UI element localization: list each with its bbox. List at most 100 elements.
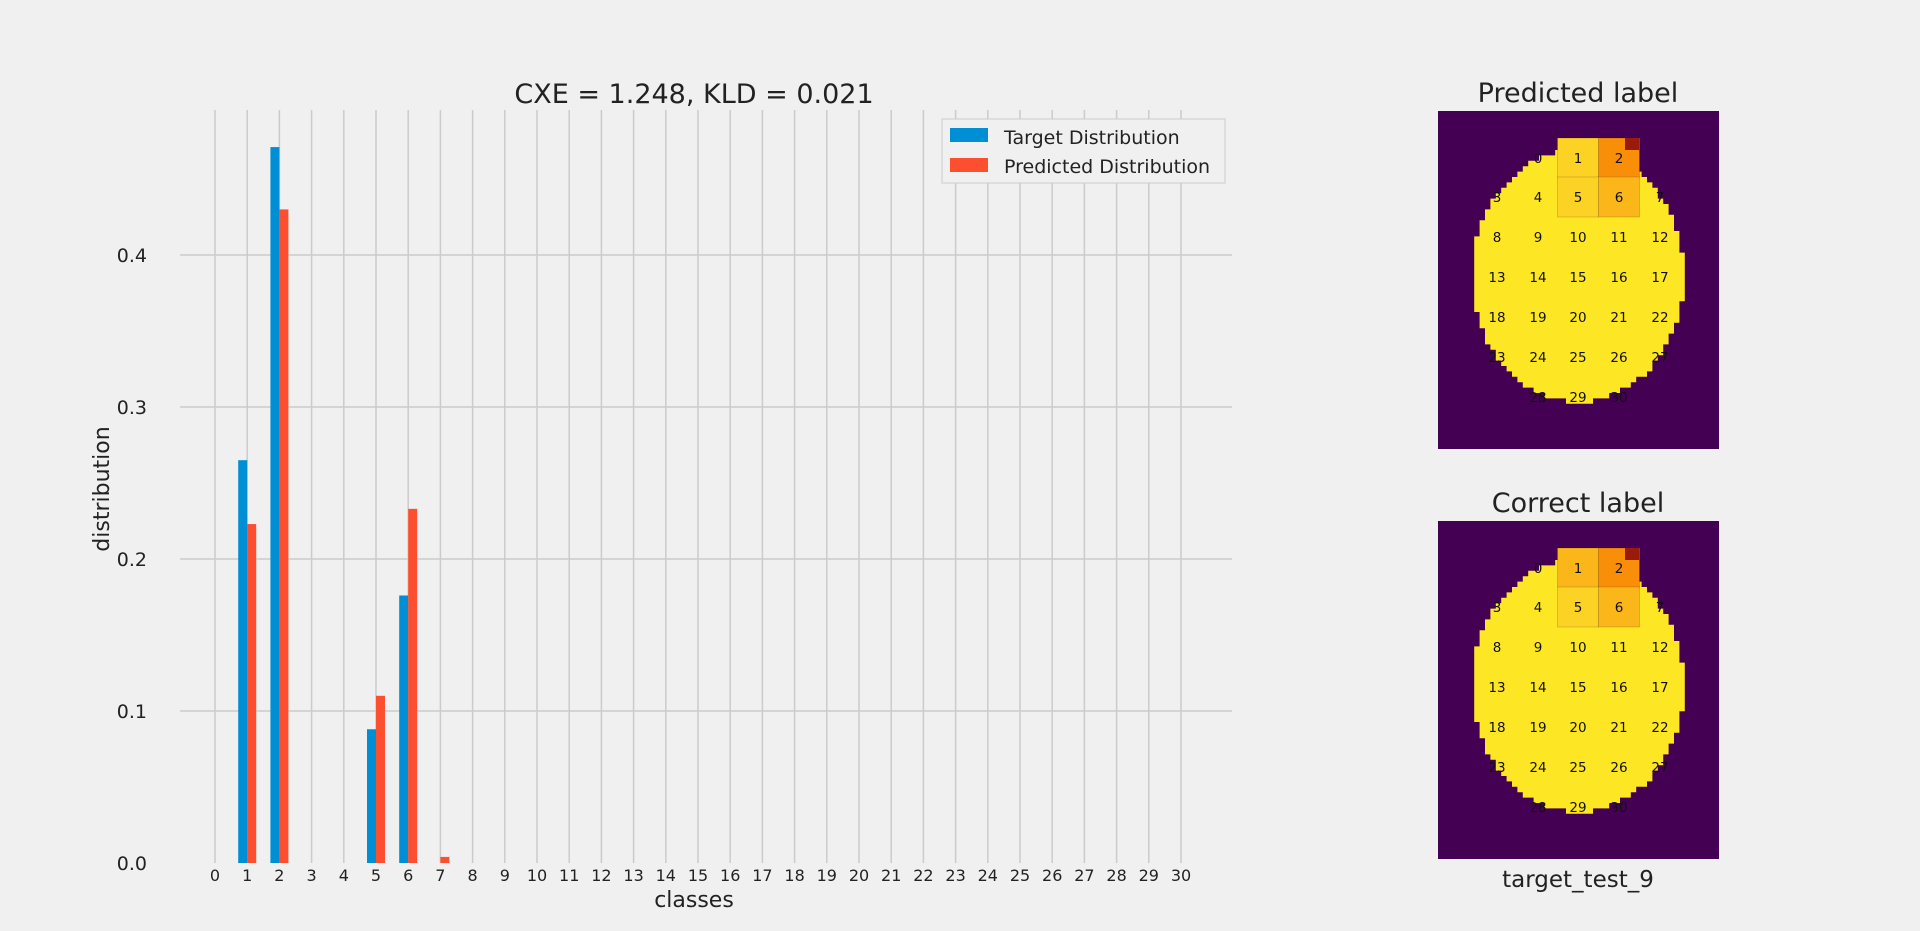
x-tick-label: 22 — [913, 866, 933, 885]
cell-label: 16 — [1610, 270, 1627, 286]
cell-label: 21 — [1610, 310, 1627, 326]
cell-label: 7 — [1656, 600, 1665, 616]
x-tick-label: 7 — [435, 866, 445, 885]
cell-label: 10 — [1569, 230, 1586, 246]
y-tick-label: 0.1 — [117, 701, 147, 723]
cell-label: 7 — [1656, 190, 1665, 206]
cell-label: 13 — [1488, 680, 1505, 696]
cell-label: 25 — [1569, 760, 1586, 776]
x-tick-label: 19 — [817, 866, 837, 885]
bar-target — [399, 595, 408, 863]
cell-label: 27 — [1651, 760, 1668, 776]
y-tick-label: 0.0 — [117, 853, 147, 875]
cell-label: 18 — [1488, 720, 1505, 736]
cell-label: 2 — [1615, 151, 1624, 167]
cell-label: 0 — [1534, 151, 1543, 167]
cell-label: 6 — [1615, 190, 1624, 206]
cell-label: 13 — [1488, 270, 1505, 286]
cell-label: 10 — [1569, 640, 1586, 656]
bar-target — [367, 729, 376, 863]
grid-lines — [180, 110, 1232, 863]
x-tick-label: 29 — [1139, 866, 1159, 885]
legend-label-predicted: Predicted Distribution — [1004, 156, 1210, 178]
cell-label: 4 — [1534, 190, 1543, 206]
correct-label-title: Correct label — [1492, 488, 1664, 519]
x-tick-label: 28 — [1106, 866, 1126, 885]
cell-label: 29 — [1569, 800, 1586, 816]
cell-label: 24 — [1529, 350, 1546, 366]
cell-label: 19 — [1529, 310, 1546, 326]
bar-predicted — [279, 209, 288, 863]
cell-label: 4 — [1534, 600, 1543, 616]
x-tick-label: 9 — [500, 866, 510, 885]
cell-label: 29 — [1569, 390, 1586, 406]
x-tick-label: 1 — [242, 866, 252, 885]
x-tick-label: 26 — [1042, 866, 1062, 885]
legend-label-target: Target Distribution — [1003, 127, 1180, 149]
cell-label: 9 — [1534, 640, 1543, 656]
x-tick-label: 15 — [688, 866, 708, 885]
x-tick-label: 0 — [210, 866, 220, 885]
cell-label: 27 — [1651, 350, 1668, 366]
cell-label: 23 — [1488, 350, 1505, 366]
x-tick-label: 2 — [274, 866, 284, 885]
x-tick-label: 14 — [656, 866, 676, 885]
cell-label: 30 — [1610, 800, 1627, 816]
x-tick-label: 13 — [623, 866, 643, 885]
cell-label: 1 — [1574, 561, 1583, 577]
cell-label: 8 — [1493, 230, 1502, 246]
x-tick-label: 12 — [591, 866, 611, 885]
cell-label: 15 — [1569, 270, 1586, 286]
hotspot-cell — [1625, 548, 1639, 560]
x-tick-label: 17 — [752, 866, 772, 885]
cell-label: 21 — [1610, 720, 1627, 736]
cell-label: 3 — [1493, 600, 1502, 616]
cell-label: 20 — [1569, 720, 1586, 736]
x-tick-label: 8 — [468, 866, 478, 885]
legend: Target Distribution Predicted Distributi… — [942, 119, 1225, 183]
x-tick-label: 6 — [403, 866, 413, 885]
cell-label: 6 — [1615, 600, 1624, 616]
cell-label: 14 — [1529, 270, 1546, 286]
bar-target — [270, 147, 279, 863]
cell-label: 30 — [1610, 390, 1627, 406]
cell-label: 9 — [1534, 230, 1543, 246]
x-tick-label: 21 — [881, 866, 901, 885]
bar-chart: 0.00.10.20.30.40 1 2 3 4 5 6 7 8 9 10 11 12 13 14 15 16 1… — [90, 79, 1232, 913]
cell-label: 22 — [1651, 310, 1668, 326]
cell-label: 1 — [1574, 151, 1583, 167]
x-tick-label: 25 — [1010, 866, 1030, 885]
cell-label: 17 — [1651, 680, 1668, 696]
cell-label: 20 — [1569, 310, 1586, 326]
cell-label: 12 — [1651, 230, 1668, 246]
bar-target — [238, 460, 247, 863]
y-axis-label: distribution — [90, 426, 115, 551]
hotspot-cell — [1625, 138, 1639, 150]
x-tick-label: 10 — [527, 866, 547, 885]
cell-label: 8 — [1493, 640, 1502, 656]
correct-label-map: 0 1 23 4 5 6 78 9 10 11 1213 14 15 16 1718 19 20 21 2223 24… — [1438, 521, 1719, 859]
y-tick-label: 0.3 — [117, 397, 147, 419]
y-tick-label: 0.2 — [117, 549, 147, 571]
cell-label: 14 — [1529, 680, 1546, 696]
cell-label: 18 — [1488, 310, 1505, 326]
cell-label: 25 — [1569, 350, 1586, 366]
x-tick-label: 11 — [559, 866, 579, 885]
chart-title: CXE = 1.248, KLD = 0.021 — [514, 79, 873, 110]
bar-predicted — [440, 857, 449, 863]
x-tick-label: 5 — [371, 866, 381, 885]
y-tick-label: 0.4 — [117, 245, 147, 267]
x-tick-label: 20 — [849, 866, 869, 885]
cell-label: 5 — [1574, 600, 1583, 616]
cell-label: 16 — [1610, 680, 1627, 696]
cell-label: 28 — [1529, 390, 1546, 406]
cell-label: 0 — [1534, 561, 1543, 577]
legend-swatch-target — [950, 128, 988, 142]
cell-label: 23 — [1488, 760, 1505, 776]
x-tick-label: 3 — [307, 866, 317, 885]
cell-label: 11 — [1610, 640, 1627, 656]
